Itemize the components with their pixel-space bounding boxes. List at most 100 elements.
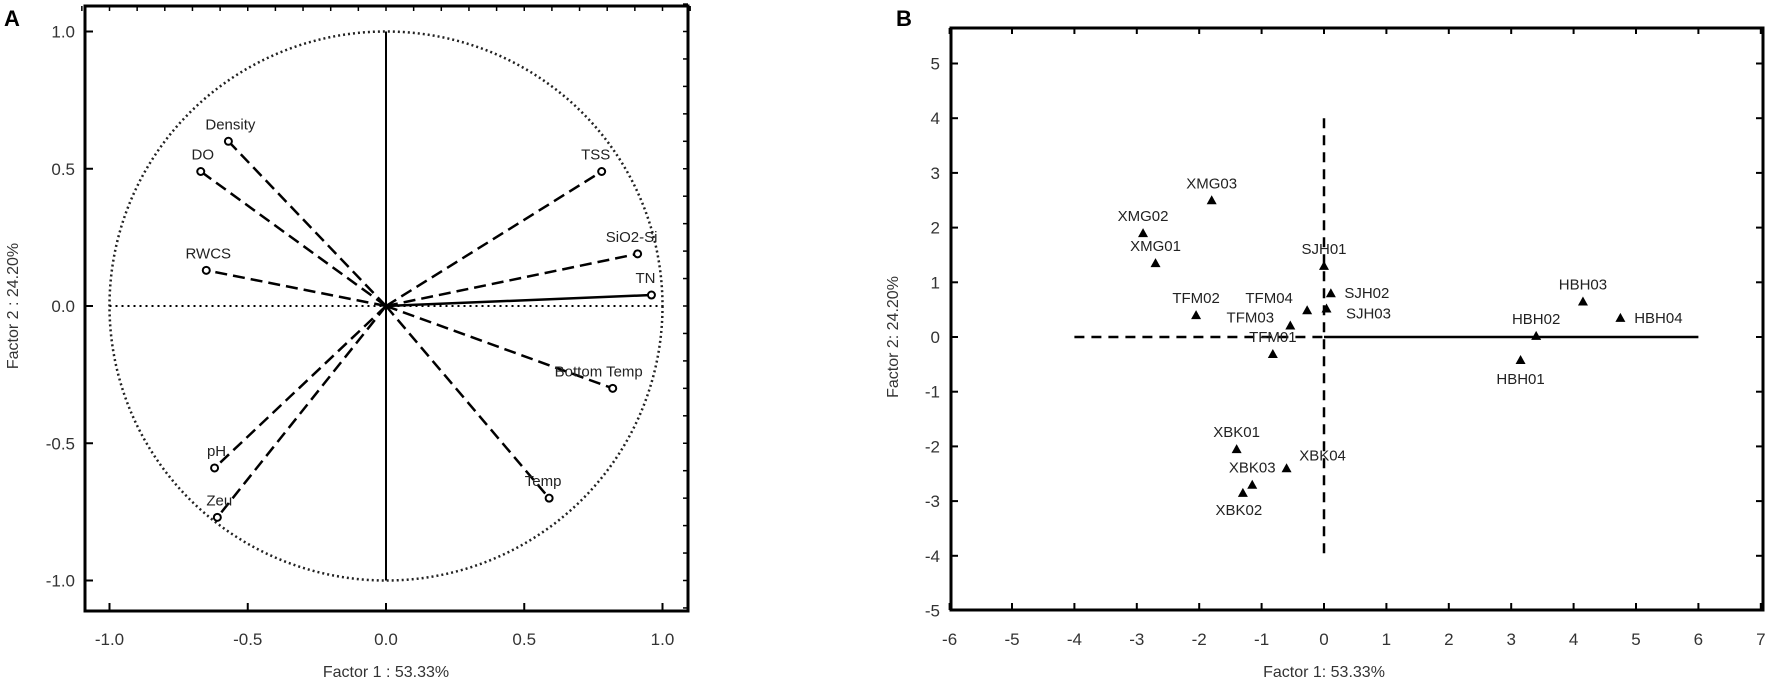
loading-label: Density — [205, 116, 256, 133]
loading-point — [608, 383, 618, 393]
score-point — [1319, 260, 1329, 270]
x-tick-label-a: -0.5 — [233, 630, 262, 649]
score-label: TFM02 — [1172, 290, 1220, 307]
score-point — [1615, 312, 1626, 322]
loading-label: pH — [207, 443, 226, 460]
x-tick-label-b: -5 — [1004, 630, 1019, 649]
y-axis-title-b: Factor 2: 24.20% — [885, 276, 902, 398]
x-tick-label-b: 0 — [1319, 630, 1328, 649]
score-point — [1267, 348, 1278, 358]
score-label: XBK02 — [1216, 502, 1263, 519]
y-tick-label-b: 4 — [931, 109, 940, 128]
score-point — [1285, 320, 1296, 330]
loading-label: Temp — [525, 473, 562, 490]
x-tick-label-b: 1 — [1382, 630, 1391, 649]
x-tick-label-a: 0.5 — [512, 630, 536, 649]
loading-point — [196, 166, 206, 176]
loading-point — [210, 463, 220, 473]
score-point — [1138, 228, 1149, 238]
y-tick-label-b: 0 — [931, 328, 940, 347]
loading-vector — [213, 305, 387, 469]
score-label: HBH02 — [1512, 311, 1560, 328]
score-point — [1150, 258, 1161, 268]
plot-frame-b — [949, 26, 1765, 612]
score-point — [1321, 303, 1332, 313]
loading-vector — [385, 170, 603, 308]
loading-vector — [206, 269, 387, 308]
x-tick-label-a: -1.0 — [95, 630, 124, 649]
y-tick-label-b: 2 — [931, 219, 940, 238]
score-label: XBK01 — [1213, 424, 1260, 441]
y-tick-label-a: 0.5 — [51, 160, 75, 179]
loading-label: RWCS — [185, 245, 231, 262]
panel-label-a: A — [4, 6, 20, 31]
score-label: SJH03 — [1346, 306, 1391, 323]
x-tick-label-b: -4 — [1067, 630, 1082, 649]
score-label: HBH01 — [1496, 371, 1544, 388]
score-label: TFM04 — [1245, 290, 1293, 307]
loading-point — [212, 512, 222, 522]
loading-plot: -1.0 -0.5 0.0 0.5 1.0 1.0 0.5 0.0 -0.5 -1.0 Densit… — [46, 3, 691, 649]
x-tick-label-b: 5 — [1631, 630, 1640, 649]
score-plot: -6 -5 -4 -3 -2 -1 0 1 2 3 4 5 6 7543210-1-2-3-4-5XMG0… — [925, 26, 1766, 649]
y-tick-label-a: 1.0 — [51, 23, 75, 42]
x-tick-label-a: 1.0 — [651, 630, 675, 649]
y-tick-label-a: -0.5 — [46, 434, 75, 453]
loading-vector — [385, 293, 652, 308]
loading-label: Bottom Temp — [555, 363, 643, 380]
score-point — [1231, 444, 1242, 454]
score-label: XMG02 — [1118, 208, 1169, 225]
score-label: HBH03 — [1559, 276, 1607, 293]
y-tick-label-a: 0.0 — [51, 297, 75, 316]
loading-vector — [385, 252, 638, 308]
x-tick-label-b: -2 — [1192, 630, 1207, 649]
score-label: XBK03 — [1229, 460, 1276, 477]
y-tick-label-b: -3 — [925, 492, 940, 511]
loading-point — [633, 249, 643, 259]
loading-vector — [200, 170, 387, 308]
x-tick-label-b: -1 — [1254, 630, 1269, 649]
loading-label: Zeu — [206, 492, 232, 509]
loading-vector — [227, 140, 387, 307]
score-point — [1531, 330, 1542, 340]
score-point — [1206, 195, 1217, 205]
y-tick-label-a: -1.0 — [46, 572, 75, 591]
loading-point — [223, 136, 233, 146]
y-tick-label-b: -1 — [925, 383, 940, 402]
y-tick-label-b: 3 — [931, 164, 940, 183]
score-point — [1191, 310, 1202, 320]
score-point — [1237, 487, 1248, 497]
x-tick-label-b: 7 — [1756, 630, 1765, 649]
loading-point — [646, 290, 656, 300]
x-tick-label-b: 3 — [1506, 630, 1515, 649]
y-tick-label-b: -2 — [925, 437, 940, 456]
score-point — [1515, 354, 1526, 364]
panel-label-b: B — [896, 6, 912, 31]
x-tick-label-b: -3 — [1129, 630, 1144, 649]
score-point — [1247, 479, 1258, 489]
loading-point — [201, 265, 211, 275]
x-tick-label-b: -6 — [942, 630, 957, 649]
loading-label: TSS — [581, 146, 610, 163]
score-label: TFM01 — [1249, 329, 1297, 346]
x-axis-title-a: Factor 1 : 53.33% — [323, 664, 449, 681]
y-tick-label-b: -5 — [925, 602, 940, 621]
score-label: XMG01 — [1130, 238, 1181, 255]
x-tick-label-b: 4 — [1569, 630, 1578, 649]
y-tick-label-b: 1 — [931, 273, 940, 292]
score-label: TFM03 — [1227, 310, 1275, 327]
score-point — [1302, 305, 1313, 315]
y-axis-title-a: Factor 2 : 24.20% — [5, 243, 22, 369]
y-tick-label-b: 5 — [931, 55, 940, 74]
score-label: SJH02 — [1344, 285, 1389, 302]
score-label: HBH04 — [1634, 310, 1682, 327]
x-tick-label-a: 0.0 — [374, 630, 398, 649]
x-axis-title-b: Factor 1: 53.33% — [1263, 664, 1385, 681]
loading-point — [597, 166, 607, 176]
score-label: XBK04 — [1299, 447, 1346, 464]
score-label: XMG03 — [1186, 175, 1237, 192]
loading-vector — [385, 305, 551, 499]
loading-vector — [216, 305, 387, 519]
loading-label: SiO2-Si — [606, 229, 658, 246]
